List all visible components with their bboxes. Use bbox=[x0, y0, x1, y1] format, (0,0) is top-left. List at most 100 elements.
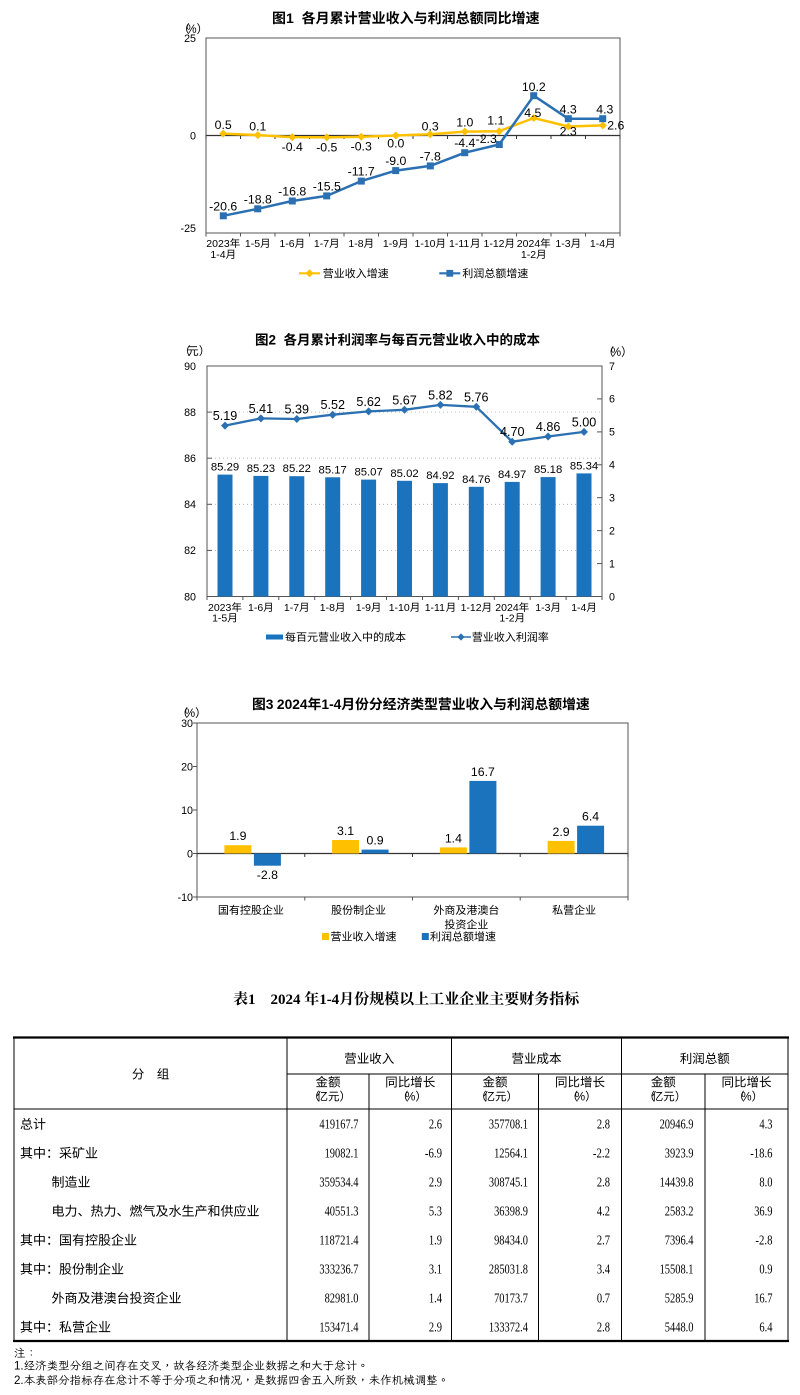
svg-text:2583.2: 2583.2 bbox=[665, 1204, 694, 1219]
svg-text:1-9: 1-9 bbox=[383, 238, 398, 250]
svg-text:%: % bbox=[186, 24, 196, 36]
svg-text:2.6: 2.6 bbox=[607, 118, 624, 132]
svg-text:6: 6 bbox=[609, 394, 615, 406]
svg-text:85.29: 85.29 bbox=[211, 462, 239, 474]
svg-text:3.1: 3.1 bbox=[429, 1262, 442, 1277]
svg-text:2.3: 2.3 bbox=[560, 125, 577, 139]
svg-text:20946.9: 20946.9 bbox=[660, 1117, 694, 1132]
svg-text:5.62: 5.62 bbox=[356, 395, 381, 409]
svg-text:0: 0 bbox=[190, 131, 196, 143]
svg-text:-18.6: -18.6 bbox=[750, 1146, 772, 1161]
svg-text:1-10: 1-10 bbox=[389, 602, 410, 614]
svg-text:133372.4: 133372.4 bbox=[489, 1320, 528, 1335]
svg-text:-0.3: -0.3 bbox=[351, 140, 372, 154]
svg-text:1-5: 1-5 bbox=[212, 613, 227, 625]
svg-text:5.76: 5.76 bbox=[464, 390, 489, 404]
svg-text:5.41: 5.41 bbox=[249, 402, 274, 416]
svg-text:1-4: 1-4 bbox=[571, 602, 586, 614]
svg-text:80: 80 bbox=[184, 591, 196, 603]
svg-text:36.9: 36.9 bbox=[754, 1204, 772, 1219]
svg-text:16.7: 16.7 bbox=[471, 765, 495, 779]
svg-text:359534.4: 359534.4 bbox=[319, 1175, 358, 1190]
svg-text:19082.1: 19082.1 bbox=[325, 1146, 359, 1161]
svg-text:1-3: 1-3 bbox=[555, 238, 570, 250]
svg-text:4.86: 4.86 bbox=[536, 420, 561, 434]
svg-text:0.7: 0.7 bbox=[597, 1291, 610, 1306]
svg-text:-0.4: -0.4 bbox=[282, 140, 303, 154]
svg-text:1.9: 1.9 bbox=[229, 829, 246, 843]
svg-text:5: 5 bbox=[609, 427, 615, 439]
svg-text:84: 84 bbox=[184, 499, 196, 511]
svg-text:333236.7: 333236.7 bbox=[319, 1262, 358, 1277]
svg-text:4.3: 4.3 bbox=[596, 103, 613, 117]
svg-text:40551.3: 40551.3 bbox=[325, 1204, 359, 1219]
svg-text:1-2: 1-2 bbox=[521, 249, 536, 261]
svg-text:1-6: 1-6 bbox=[248, 602, 263, 614]
svg-text:10.2: 10.2 bbox=[522, 80, 546, 94]
svg-text:3.1: 3.1 bbox=[337, 824, 354, 838]
svg-text:1.1: 1.1 bbox=[487, 114, 504, 128]
svg-text:12564.1: 12564.1 bbox=[494, 1146, 528, 1161]
svg-text:4.5: 4.5 bbox=[524, 106, 541, 120]
svg-text:85.17: 85.17 bbox=[319, 464, 347, 476]
svg-text:98434.0: 98434.0 bbox=[494, 1233, 528, 1248]
svg-text:3: 3 bbox=[266, 697, 274, 712]
svg-text:84.97: 84.97 bbox=[498, 469, 526, 481]
svg-text:15508.1: 15508.1 bbox=[660, 1262, 694, 1277]
svg-text:-20.6: -20.6 bbox=[209, 199, 237, 213]
svg-text:2.8: 2.8 bbox=[597, 1117, 610, 1132]
svg-text:-25: -25 bbox=[181, 223, 197, 235]
svg-text:-4.4: -4.4 bbox=[454, 136, 475, 150]
svg-text:90: 90 bbox=[184, 361, 196, 373]
svg-text:-2.8: -2.8 bbox=[257, 868, 278, 882]
svg-text:2023: 2023 bbox=[206, 238, 230, 250]
svg-text:-16.8: -16.8 bbox=[278, 185, 306, 199]
svg-text:4.70: 4.70 bbox=[500, 425, 525, 439]
svg-text:1-11: 1-11 bbox=[425, 602, 445, 614]
svg-text:%: % bbox=[185, 708, 195, 720]
svg-text:4: 4 bbox=[609, 460, 615, 472]
svg-text:2.8: 2.8 bbox=[597, 1175, 610, 1190]
svg-text:2.9: 2.9 bbox=[553, 825, 570, 839]
svg-text:1.4: 1.4 bbox=[429, 1291, 442, 1306]
svg-text:2.9: 2.9 bbox=[429, 1320, 442, 1335]
svg-text:3: 3 bbox=[609, 493, 615, 505]
svg-text:84.92: 84.92 bbox=[426, 470, 454, 482]
svg-text:-11.7: -11.7 bbox=[348, 165, 375, 179]
svg-text:0.9: 0.9 bbox=[367, 834, 384, 848]
svg-text:5.39: 5.39 bbox=[285, 403, 310, 417]
svg-text:-9.0: -9.0 bbox=[385, 154, 406, 168]
svg-text:30: 30 bbox=[181, 718, 193, 730]
svg-text:1-12: 1-12 bbox=[461, 602, 482, 614]
svg-text:10: 10 bbox=[181, 805, 193, 817]
svg-text:-15.5: -15.5 bbox=[313, 179, 341, 193]
svg-text:-2.8: -2.8 bbox=[755, 1233, 772, 1248]
svg-text:1-8: 1-8 bbox=[348, 238, 363, 250]
svg-text:1-4: 1-4 bbox=[210, 249, 225, 261]
svg-text:-2.2: -2.2 bbox=[593, 1146, 610, 1161]
svg-text:1.0: 1.0 bbox=[456, 116, 473, 130]
svg-text:0.1: 0.1 bbox=[249, 120, 266, 134]
svg-text:2023: 2023 bbox=[208, 602, 232, 614]
svg-text:7: 7 bbox=[609, 361, 615, 373]
svg-text:14439.8: 14439.8 bbox=[660, 1175, 694, 1190]
svg-text:%: % bbox=[741, 1092, 751, 1104]
svg-text:1.9: 1.9 bbox=[429, 1233, 442, 1248]
svg-text:0.5: 0.5 bbox=[215, 118, 232, 132]
svg-text:6.4: 6.4 bbox=[582, 810, 599, 824]
svg-text:1: 1 bbox=[248, 992, 256, 1008]
svg-text:1: 1 bbox=[609, 558, 615, 570]
svg-text:1-5: 1-5 bbox=[245, 238, 260, 250]
svg-text:%: % bbox=[575, 1092, 585, 1104]
svg-text:1-4: 1-4 bbox=[319, 992, 339, 1008]
svg-text:153471.4: 153471.4 bbox=[319, 1320, 358, 1335]
svg-text:2.7: 2.7 bbox=[597, 1233, 610, 1248]
svg-text:2024: 2024 bbox=[271, 992, 302, 1008]
svg-text:2.8: 2.8 bbox=[597, 1320, 610, 1335]
svg-text:285031.8: 285031.8 bbox=[489, 1262, 528, 1277]
svg-text:85.22: 85.22 bbox=[283, 463, 311, 475]
svg-text:2024: 2024 bbox=[517, 238, 541, 250]
svg-text:1-8: 1-8 bbox=[320, 602, 335, 614]
svg-text:1-6: 1-6 bbox=[279, 238, 294, 250]
svg-text:1-12: 1-12 bbox=[484, 238, 505, 250]
